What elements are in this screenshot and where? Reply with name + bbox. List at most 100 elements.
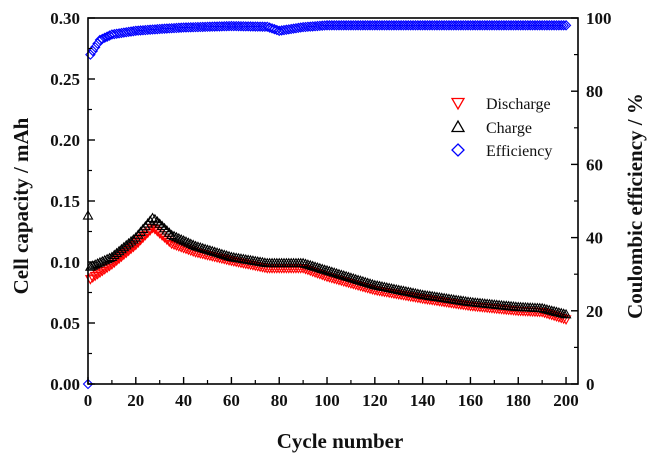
charge-point [159,222,170,233]
efficiency-point [374,20,385,31]
efficiency-point [515,20,526,31]
efficiency-point [245,21,256,32]
charge-point [343,271,354,282]
efficiency-point [321,20,333,31]
efficiency-point [551,20,562,31]
charge-point [548,305,560,316]
charge-point [139,220,151,231]
efficiency-point [400,20,412,31]
charge-point [355,275,366,285]
efficiency-point [426,20,438,31]
efficiency-point [407,20,419,31]
efficiency-point [221,20,232,32]
charge-point [321,264,333,275]
efficiency-point [199,21,211,33]
charge-point [221,250,233,260]
efficiency-point [448,20,459,31]
charge-point [87,260,99,270]
efficiency-point [97,33,108,45]
efficiency-point [455,20,467,31]
charge-point [89,259,101,269]
efficiency-point [369,20,381,31]
x-tick-label: 140 [410,391,436,410]
charge-point [364,278,376,288]
discharge-point [127,242,139,253]
charge-point [202,244,213,254]
efficiency-point [209,21,220,32]
y2-tick-label: 0 [586,375,595,394]
efficiency-point [99,32,111,44]
efficiency-point [175,22,187,33]
legend-efficiency-label: Efficiency [486,143,552,160]
efficiency-point [352,20,364,31]
charge-point [199,243,211,253]
charge-point [335,269,347,279]
legend-charge-label: Charge [486,120,532,137]
efficiency-point [333,20,345,31]
efficiency-point [398,20,409,31]
efficiency-point [410,20,421,31]
charge-point [543,304,555,315]
efficiency-point [419,20,431,31]
efficiency-point [338,20,350,31]
efficiency-point [555,20,567,31]
efficiency-point [431,20,443,31]
efficiency-point [477,20,488,31]
charge-point [151,215,163,226]
charge-point [94,256,106,267]
discharge-point [125,244,137,255]
efficiency-point [469,20,481,31]
efficiency-point [233,20,244,32]
efficiency-point [436,20,448,31]
x-tick-label: 0 [84,391,93,410]
charge-point [156,220,168,231]
efficiency-point [326,20,338,31]
efficiency-point [228,20,240,32]
charge-point [347,272,359,283]
charge-point [190,240,202,251]
efficiency-point [94,34,106,46]
efficiency-point [508,20,519,31]
charge-point [362,277,374,287]
charge-point [551,306,562,316]
efficiency-point [359,20,371,31]
efficiency-point [520,20,531,31]
efficiency-point [536,20,548,31]
efficiency-point [424,20,436,31]
efficiency-point [532,20,543,31]
charge-point [180,236,192,246]
efficiency-point [479,20,491,31]
y-axis-title: Cell capacity / mAh [9,117,33,294]
charge-point [197,242,209,253]
efficiency-point [223,20,235,32]
charge-point [218,249,230,259]
efficiency-point [240,21,252,32]
efficiency-point [328,20,340,31]
efficiency-point [465,20,476,31]
efficiency-point [544,20,555,31]
discharge-point [111,256,123,267]
efficiency-point [371,20,383,31]
charge-point [539,303,550,313]
charge-point [204,244,216,255]
charge-point [132,229,144,239]
discharge-point [96,267,108,277]
axis-ticks [87,17,578,385]
efficiency-point [546,20,557,31]
charge-point [149,213,161,224]
efficiency-point [230,20,242,32]
x-tick-label: 120 [362,391,388,410]
efficiency-point [324,20,335,31]
charge-point [194,241,206,252]
discharge-point [116,252,127,263]
charge-point [166,229,178,240]
charge-point [192,241,204,251]
data-layer [82,20,572,390]
charge-point [352,274,364,284]
charge-point [135,226,147,236]
efficiency-point [357,20,369,31]
charge-point [541,303,553,314]
discharge-point [120,248,132,259]
charge-point [340,270,352,281]
charge-point [350,273,362,284]
